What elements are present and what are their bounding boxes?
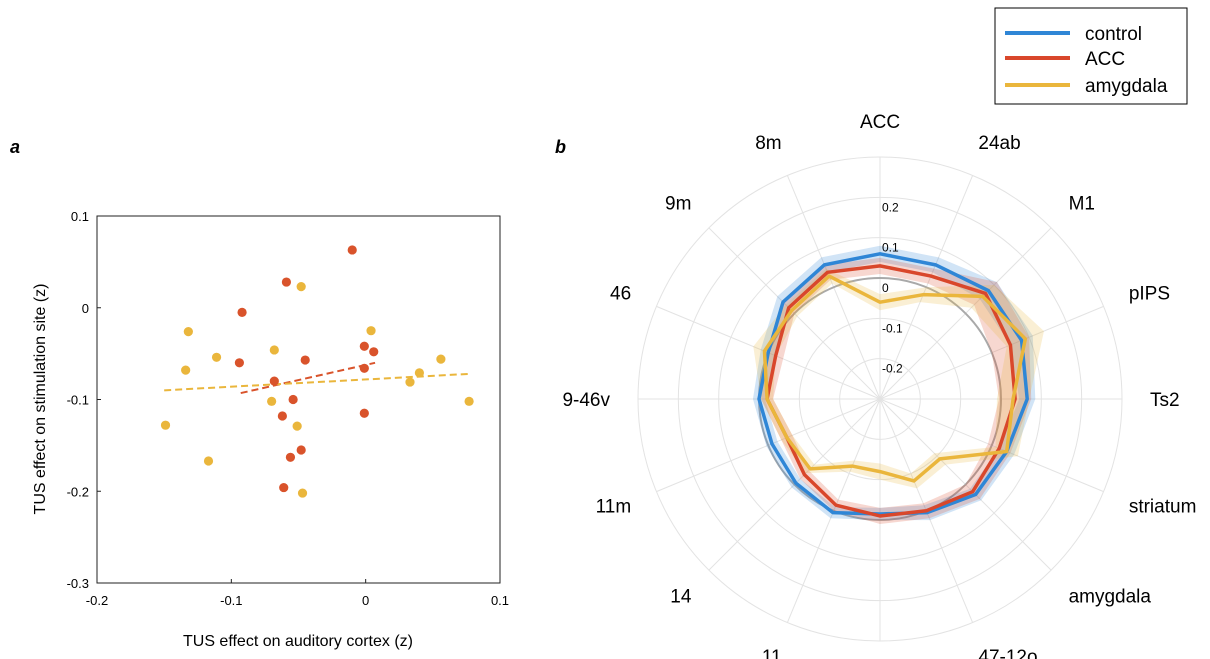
- legend: control ACC amygdala: [994, 7, 1188, 105]
- scatter-point: [366, 326, 376, 336]
- category-label: amygdala: [1069, 587, 1152, 608]
- scatter-point: [292, 421, 302, 431]
- radial-tick-label: 0.2: [882, 200, 899, 214]
- category-label: striatum: [1129, 496, 1197, 517]
- fit-line: [240, 361, 376, 395]
- panel-a-axes-box: [96, 215, 501, 584]
- legend-label-amygdala: amygdala: [1085, 76, 1168, 97]
- category-label: 47-12o: [978, 647, 1037, 659]
- category-label: M1: [1069, 193, 1095, 214]
- panel-a-scatter: a TUS effect on auditory cortex (z) TUS …: [10, 137, 509, 650]
- scatter-point: [285, 452, 296, 462]
- scatter-point: [405, 377, 415, 387]
- scatter-point: [269, 345, 279, 355]
- scatter-point: [211, 352, 222, 362]
- category-label: 24ab: [978, 133, 1020, 154]
- category-label: 11m: [596, 496, 632, 517]
- category-label: Ts2: [1150, 390, 1180, 411]
- category-label: 8m: [755, 133, 781, 154]
- category-label: 14: [670, 587, 692, 608]
- x-tick-label: 0: [362, 593, 369, 608]
- scatter-point: [369, 347, 379, 357]
- x-tick-label: 0.1: [491, 593, 509, 608]
- y-tick-label: -0.1: [67, 393, 89, 408]
- category-label: 11: [762, 647, 782, 659]
- scatter-point: [203, 456, 214, 466]
- x-tick-label: -0.2: [86, 593, 108, 608]
- scatter-point: [277, 411, 287, 421]
- radial-tick-label: 0.1: [882, 241, 899, 255]
- scatter-point: [160, 420, 171, 430]
- radial-tick-label: -0.2: [882, 362, 903, 376]
- scatter-point: [288, 394, 298, 405]
- panel-b-polar: b 0.2 0.1 0 -0.1 -0.2 ACC 24ab M1 pIPS Ts2 striat…: [555, 112, 1196, 659]
- y-tick-label: 0: [82, 301, 89, 316]
- scatter-point: [464, 396, 474, 406]
- scatter-point: [296, 282, 306, 292]
- scatter-point: [183, 327, 193, 337]
- category-label: 9-46v: [562, 390, 610, 411]
- radial-tick-label: -0.1: [882, 321, 903, 335]
- panel-a-x-axis-label: TUS effect on auditory cortex (z): [183, 633, 413, 650]
- scatter-point: [237, 307, 247, 317]
- scatter-point: [297, 488, 308, 498]
- legend-label-acc: ACC: [1085, 49, 1125, 70]
- y-tick-label: 0.1: [71, 209, 89, 224]
- scatter-point: [436, 354, 446, 364]
- y-tick-label: -0.3: [67, 576, 89, 591]
- scatter-point: [281, 277, 292, 287]
- scatter-point: [359, 341, 369, 351]
- y-tick-label: -0.2: [67, 484, 89, 499]
- category-label: ACC: [860, 112, 900, 133]
- category-label: pIPS: [1129, 284, 1170, 305]
- scatter-point: [267, 396, 277, 406]
- scatter-point: [269, 376, 279, 386]
- scatter-point: [414, 368, 424, 378]
- scatter-point: [300, 355, 310, 365]
- panel-b-label: b: [555, 137, 566, 157]
- scatter-point: [234, 358, 244, 368]
- series-line: [762, 274, 1028, 483]
- series-line: [765, 264, 1017, 518]
- x-tick-label: -0.1: [220, 593, 242, 608]
- scatter-point: [359, 363, 369, 373]
- panel-a-y-axis-label: TUS effect on stimulation site (z): [32, 284, 49, 515]
- legend-label-control: control: [1085, 24, 1142, 45]
- scatter-point: [181, 365, 191, 375]
- category-label: 46: [610, 284, 631, 305]
- radial-tick-label: 0: [882, 281, 889, 295]
- panel-a-label: a: [10, 137, 20, 157]
- scatter-point: [279, 482, 289, 493]
- category-label: 9m: [665, 193, 691, 214]
- scatter-point: [296, 445, 306, 455]
- scatter-point: [347, 245, 357, 255]
- scatter-point: [359, 408, 369, 418]
